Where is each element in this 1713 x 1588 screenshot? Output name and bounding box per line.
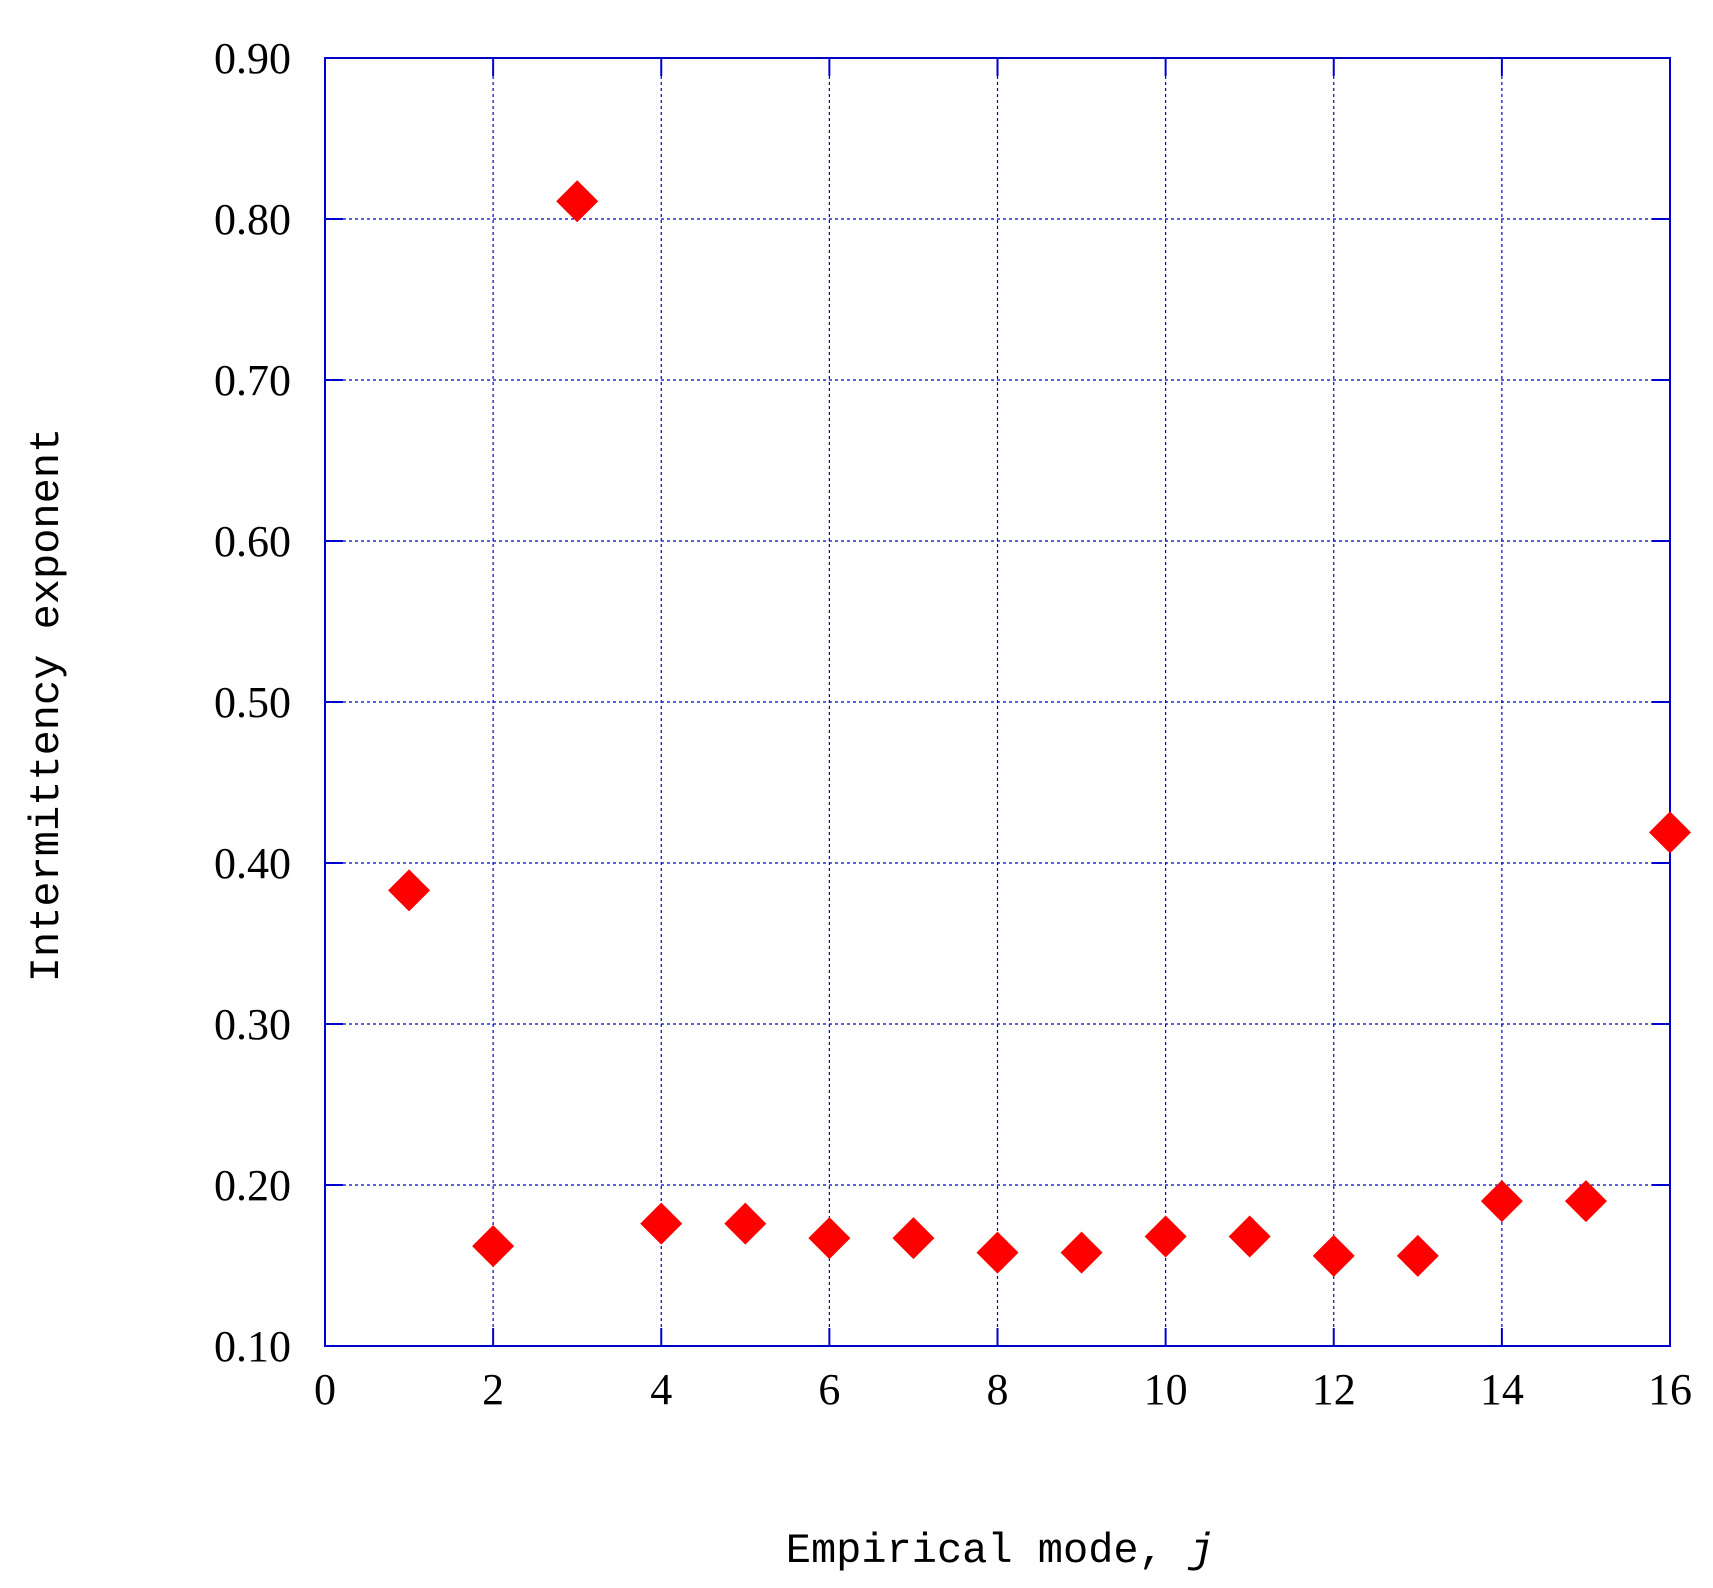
x-axis-title: Empirical mode, j (786, 1527, 1214, 1575)
x-tick-label: 16 (1648, 1365, 1692, 1414)
x-axis-title-text: Empirical mode, (786, 1527, 1189, 1575)
series-points (388, 180, 1691, 1277)
y-tick-label: 0.80 (214, 195, 291, 244)
y-tick-label: 0.10 (214, 1322, 291, 1371)
data-point (1564, 1180, 1607, 1223)
y-tick-label: 0.20 (214, 1161, 291, 1210)
x-tick-label: 2 (482, 1365, 504, 1414)
x-tick-label: 4 (650, 1365, 672, 1414)
y-tick-label: 0.40 (214, 839, 291, 888)
x-tick-label: 12 (1312, 1365, 1356, 1414)
y-tick-label: 0.70 (214, 356, 291, 405)
data-point (1144, 1215, 1187, 1258)
data-point (1060, 1231, 1103, 1274)
data-point (1228, 1215, 1271, 1258)
grid (325, 58, 1670, 1346)
x-tick-label: 8 (987, 1365, 1009, 1414)
data-point (808, 1217, 851, 1260)
x-tick-label: 6 (818, 1365, 840, 1414)
data-point (1480, 1180, 1523, 1223)
x-axis-title-variable: j (1187, 1527, 1214, 1575)
y-axis-title: Intermittency exponent (23, 428, 71, 983)
data-point (976, 1231, 1019, 1274)
data-point (388, 869, 431, 912)
x-tick-label: 0 (314, 1365, 336, 1414)
x-axis-tick-labels: 0 2 4 6 8 10 12 14 16 (314, 1365, 1692, 1414)
data-point (892, 1217, 935, 1260)
x-tick-label: 10 (1144, 1365, 1188, 1414)
data-point (1649, 811, 1691, 854)
y-tick-label: 0.30 (214, 1000, 291, 1049)
data-point (1396, 1234, 1439, 1277)
y-tick-label: 0.60 (214, 517, 291, 566)
y-tick-label: 0.50 (214, 678, 291, 727)
x-tick-label: 14 (1480, 1365, 1524, 1414)
data-point (724, 1202, 767, 1245)
data-point (1312, 1234, 1355, 1277)
plot-area-frame (324, 57, 1671, 1347)
data-point (640, 1202, 683, 1245)
y-tick-label: 0.90 (214, 34, 291, 83)
data-point (472, 1225, 515, 1268)
data-point (556, 180, 599, 223)
y-axis-tick-labels: 0.10 0.20 0.30 0.40 0.50 0.60 0.70 0.80 0.90 (214, 34, 291, 1371)
